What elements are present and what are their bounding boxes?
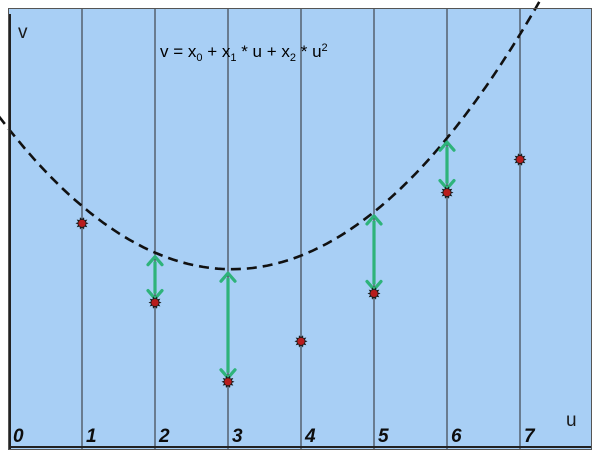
plot-frame — [8, 8, 592, 450]
observation-points — [75, 153, 527, 388]
x-tick-label: 7 — [524, 426, 536, 447]
residual-arrow — [365, 214, 383, 292]
fit-curve-path — [0, 0, 542, 271]
x-axis-label: u — [566, 410, 577, 431]
formula-part: 0 — [196, 52, 202, 64]
observation-point — [367, 287, 381, 300]
residual-arrows — [146, 140, 456, 380]
formula-part: 2 — [290, 52, 296, 64]
observation-point — [513, 153, 527, 166]
x-tick-label: 4 — [304, 426, 316, 447]
x-tick-label: 1 — [86, 426, 97, 447]
formula-part: * u + x — [237, 42, 291, 61]
x-tick-label: 2 — [158, 426, 170, 447]
observation-point — [75, 217, 89, 230]
plot-background — [9, 9, 591, 449]
x-tick-labels: 0 1 2 3 4 5 6 7 — [13, 426, 536, 447]
residual-arrow — [438, 140, 456, 191]
fitted-parabola — [0, 0, 542, 271]
x-tick-label: 0 — [13, 426, 24, 447]
formula-part: 2 — [322, 42, 328, 54]
x-tick-label: 3 — [232, 426, 243, 447]
observation-point — [148, 296, 162, 309]
x-tick-label: 5 — [378, 426, 389, 447]
residual-arrow — [146, 255, 164, 301]
formula-part: v = x — [160, 42, 197, 61]
observation-point — [221, 375, 235, 388]
y-axis-label: v — [18, 22, 28, 43]
formula-part: 1 — [230, 52, 236, 64]
observation-point — [440, 186, 454, 199]
observation-point — [294, 335, 308, 348]
x-tick-label: 6 — [451, 426, 462, 447]
regression-formula: v = x0 + x1 * u + x2 * u2 — [160, 42, 328, 64]
formula-part: + x — [203, 42, 231, 61]
formula-part: * u — [296, 42, 322, 61]
